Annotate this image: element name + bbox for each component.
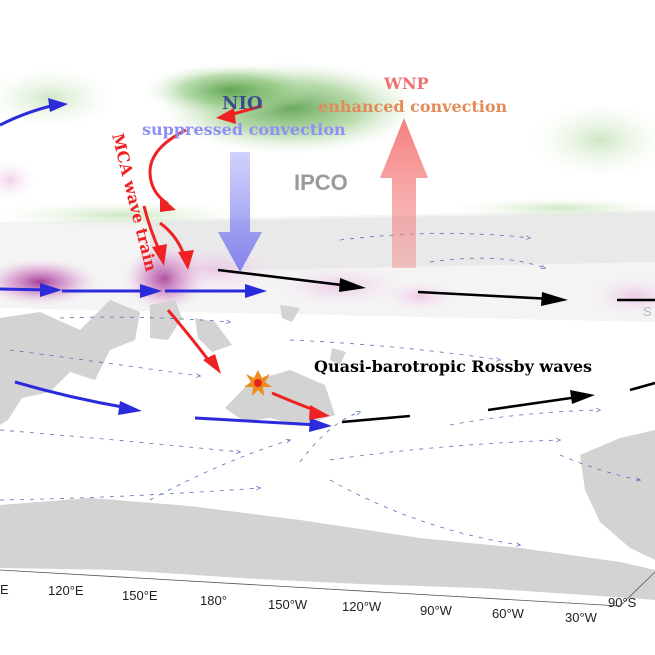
ipco-label: IPCO [294,170,348,195]
land-maritime [195,318,232,352]
land-south-america [580,430,655,560]
nio-sub-label: suppressed convection [142,120,346,139]
wave-flux-arrows [0,233,640,545]
land-east-asia [150,300,182,340]
tick-label: 180° [200,593,227,608]
tick-label-right: 90°S [608,595,637,610]
tick-label: 30°W [565,610,598,625]
longitude-axis: E 120°E 150°E 180° 150°W 120°W 90°W 60°W… [0,582,637,625]
enhanced-convection-shading [0,62,655,229]
blue-circulation-arrows [0,98,332,432]
land-islands [280,305,300,322]
descent-arrow [218,152,262,272]
tick-label: 150°W [268,597,308,612]
tick-label: 120°W [342,599,382,614]
land-asia [0,300,140,425]
ascent-arrow [380,118,428,268]
nio-label: NIO [222,93,263,114]
rossby-label: Quasi-barotropic Rossby waves [314,357,592,376]
tick-label: 120°E [48,583,84,598]
blue-arrow-5 [14,380,129,410]
mca-wave-train-heads [152,108,330,420]
plane-edges [0,569,655,607]
wnp-label: WNP [383,74,429,93]
explosion-icon [244,370,272,396]
vertical-motion-arrows [218,118,428,272]
tick-label: 90°W [420,603,453,618]
land-antarctica [0,498,655,600]
tick-label: 60°W [492,606,525,621]
black-circulation-arrows [217,268,655,424]
land-nz [330,348,346,365]
blue-arrow-6 [194,416,319,427]
tick-label: 150°E [122,588,158,603]
tick-label: E [0,582,9,597]
edge-s-label: S [643,304,652,319]
land-masses [0,300,655,600]
wnp-sub-label: enhanced convection [318,97,508,116]
